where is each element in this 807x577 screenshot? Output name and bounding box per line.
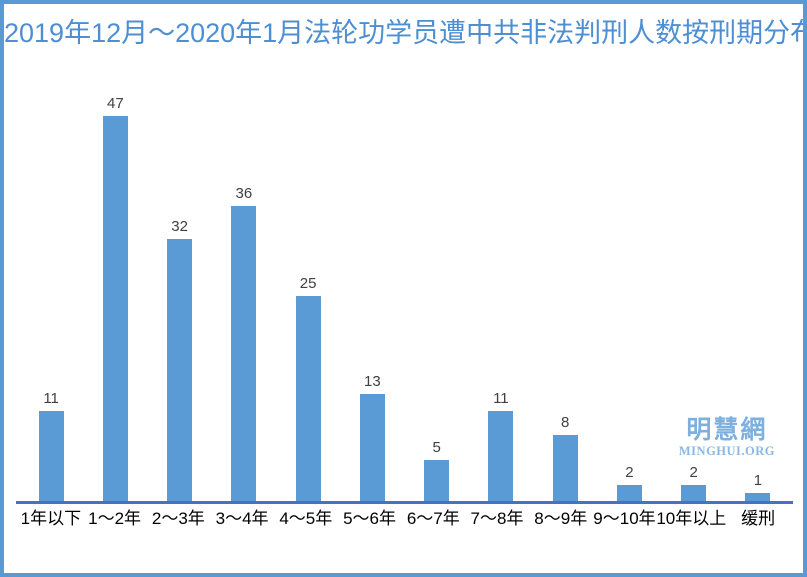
bar-value-label: 2 [689,464,698,481]
bar-column: 13 [340,4,404,501]
bar-column: 11 [19,4,83,501]
bar [424,460,450,501]
x-axis-category-label: 1年以下 [20,509,82,528]
bar-column: 2 [662,4,726,501]
x-axis-category-label: 6～7年 [406,509,460,528]
x-axis-category-label: 10年以上 [656,509,727,528]
x-axis-category-label: 2～3年 [151,509,205,528]
x-axis-labels: 1年以下 1～2年 2～3年 3～4年 4～5年 5～6年 6～7年 7～8年 8～9年 9～10… [19,508,790,530]
bar-column: 5 [405,4,469,501]
bar-value-label: 25 [299,275,317,292]
bar [102,116,128,501]
bar-column: 1 [726,4,790,501]
bar-column: 32 [148,4,212,501]
bar [745,493,771,501]
x-axis-category-label: 4～5年 [279,509,333,528]
x-axis-line [16,501,793,504]
bars-row: 11 47 32 36 25 13 5 11 8 2 2 1 [19,4,790,501]
bar-value-label: 1 [753,472,763,489]
x-axis-category-label: 缓刑 [741,509,776,528]
bar [552,435,578,501]
x-axis-category-label: 3～4年 [215,509,269,528]
bar-column: 11 [469,4,533,501]
bar-column: 47 [83,4,147,501]
bar-value-label: 8 [560,414,570,431]
bar [359,394,385,501]
bar [167,239,193,501]
bar [38,411,64,501]
x-axis-category-label: 5～6年 [343,509,396,528]
chart-title: 2019年12月～2020年1月法轮功学员遭中共非法判刑人数按刑期分布 [4,18,807,48]
x-axis-category-label: 9～10年 [593,509,656,528]
bar-column: 2 [597,4,661,501]
bar-value-label: 36 [235,185,253,202]
bar-value-label: 11 [493,390,509,407]
bar-column: 25 [276,4,340,501]
bar [488,411,514,501]
x-axis-category-label: 1～2年 [88,509,142,528]
bar-column: 8 [533,4,597,501]
bar-value-label: 32 [171,218,188,235]
bar-value-label: 13 [364,373,381,390]
bar [295,296,321,501]
bar-column: 36 [212,4,276,501]
bar-value-label: 2 [625,464,634,481]
bar-value-label: 11 [43,390,59,407]
bar [231,206,257,501]
bar [616,485,642,501]
x-axis-category-label: 8～9年 [534,509,588,528]
bar [681,485,707,501]
bar-value-label: 5 [432,439,441,456]
x-axis-category-label: 7～8年 [470,509,524,528]
bar-value-label: 47 [107,95,124,112]
